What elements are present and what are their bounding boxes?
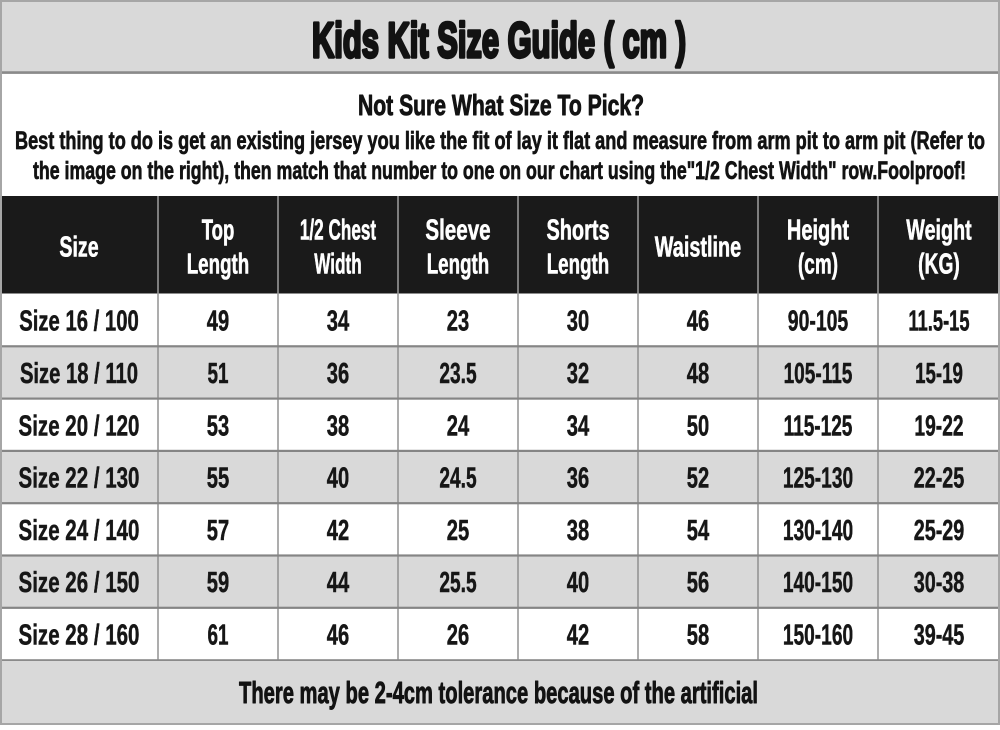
svg-text:59: 59	[207, 567, 229, 599]
svg-text:Size 22 / 130: Size 22 / 130	[19, 463, 140, 495]
svg-text:58: 58	[687, 619, 709, 651]
svg-text:(cm): (cm)	[798, 249, 838, 281]
svg-text:90-105: 90-105	[788, 306, 848, 338]
svg-text:1/2 Chest: 1/2 Chest	[300, 215, 376, 247]
svg-text:Weight: Weight	[906, 215, 972, 247]
svg-text:30: 30	[567, 306, 589, 338]
svg-text:125-130: 125-130	[783, 463, 853, 495]
svg-text:61: 61	[208, 619, 229, 651]
svg-text:150-160: 150-160	[783, 619, 853, 651]
svg-text:46: 46	[687, 306, 709, 338]
svg-text:55: 55	[207, 463, 229, 495]
svg-text:46: 46	[327, 619, 349, 651]
svg-text:Length: Length	[427, 249, 490, 281]
svg-text:57: 57	[207, 515, 229, 547]
svg-text:130-140: 130-140	[783, 515, 853, 547]
svg-text:11.5-15: 11.5-15	[908, 306, 969, 338]
svg-text:Top: Top	[202, 215, 235, 247]
svg-text:32: 32	[567, 358, 589, 390]
svg-text:42: 42	[567, 619, 589, 651]
svg-text:24: 24	[447, 410, 469, 442]
svg-text:49: 49	[207, 306, 229, 338]
svg-text:40: 40	[327, 463, 349, 495]
svg-text:24.5: 24.5	[439, 463, 476, 495]
svg-text:115-125: 115-125	[784, 410, 853, 442]
svg-text:Height: Height	[787, 215, 849, 247]
svg-text:Size 18 / 110: Size 18 / 110	[20, 358, 138, 390]
svg-text:Shorts: Shorts	[546, 215, 609, 247]
svg-text:Size 26 / 150: Size 26 / 150	[19, 567, 140, 599]
svg-text:30-38: 30-38	[914, 567, 965, 599]
svg-text:140-150: 140-150	[783, 567, 853, 599]
svg-text:19-22: 19-22	[914, 410, 963, 442]
svg-text:Not Sure What Size To Pick?: Not Sure What Size To Pick?	[358, 90, 644, 122]
svg-text:23.5: 23.5	[439, 358, 476, 390]
svg-text:56: 56	[687, 567, 709, 599]
svg-text:25: 25	[447, 515, 469, 547]
svg-text:15-19: 15-19	[915, 358, 963, 390]
svg-text:51: 51	[208, 358, 229, 390]
svg-text:38: 38	[327, 410, 349, 442]
svg-text:36: 36	[567, 463, 589, 495]
svg-text:34: 34	[567, 410, 589, 442]
svg-text:Size: Size	[59, 232, 98, 264]
svg-text:48: 48	[687, 358, 709, 390]
svg-text:Size 28 / 160: Size 28 / 160	[19, 619, 140, 651]
svg-text:Size 24 / 140: Size 24 / 140	[19, 515, 140, 547]
svg-text:the image on the right), then: the image on the right), then match that…	[33, 157, 966, 185]
svg-text:Size 16 / 100: Size 16 / 100	[19, 306, 139, 338]
svg-text:40: 40	[567, 567, 589, 599]
svg-text:52: 52	[687, 463, 709, 495]
svg-text:53: 53	[207, 410, 229, 442]
svg-text:38: 38	[567, 515, 589, 547]
svg-text:Length: Length	[547, 249, 610, 281]
svg-text:(KG): (KG)	[918, 249, 960, 281]
svg-text:Kids Kit Size Guide ( cm ): Kids Kit Size Guide ( cm )	[312, 14, 686, 68]
svg-text:23: 23	[447, 306, 469, 338]
svg-text:36: 36	[327, 358, 349, 390]
svg-text:There may be 2-4cm tolerance b: There may be 2-4cm tolerance because of …	[239, 676, 758, 710]
svg-text:26: 26	[447, 619, 469, 651]
svg-text:105-115: 105-115	[784, 358, 853, 390]
svg-text:Length: Length	[187, 249, 250, 281]
svg-text:Best thing to do is get an exi: Best thing to do is get an existing jers…	[15, 127, 985, 155]
svg-text:25-29: 25-29	[914, 515, 965, 547]
svg-text:50: 50	[687, 410, 709, 442]
svg-text:Size 20 / 120: Size 20 / 120	[19, 410, 140, 442]
svg-text:54: 54	[687, 515, 709, 547]
svg-text:39-45: 39-45	[914, 619, 965, 651]
svg-text:25.5: 25.5	[439, 567, 476, 599]
svg-text:22-25: 22-25	[914, 463, 965, 495]
svg-text:Width: Width	[314, 249, 361, 281]
svg-text:34: 34	[327, 306, 349, 338]
svg-text:42: 42	[327, 515, 349, 547]
svg-text:Sleeve: Sleeve	[425, 215, 490, 247]
svg-text:Waistline: Waistline	[655, 232, 741, 264]
svg-text:44: 44	[327, 567, 349, 599]
